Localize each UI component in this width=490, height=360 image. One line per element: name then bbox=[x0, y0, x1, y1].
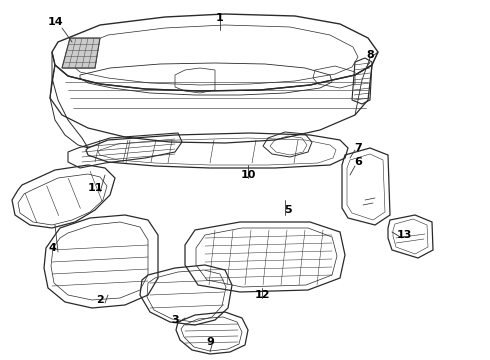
Text: 8: 8 bbox=[366, 50, 374, 60]
Text: 12: 12 bbox=[254, 290, 270, 300]
Text: 10: 10 bbox=[240, 170, 256, 180]
Text: 9: 9 bbox=[206, 337, 214, 347]
Text: 4: 4 bbox=[48, 243, 56, 253]
Text: 14: 14 bbox=[47, 17, 63, 27]
Text: 7: 7 bbox=[354, 143, 362, 153]
Text: 6: 6 bbox=[354, 157, 362, 167]
Text: 2: 2 bbox=[96, 295, 104, 305]
Text: 13: 13 bbox=[396, 230, 412, 240]
Text: 5: 5 bbox=[284, 205, 292, 215]
Text: 11: 11 bbox=[87, 183, 103, 193]
Text: 3: 3 bbox=[171, 315, 179, 325]
Polygon shape bbox=[62, 38, 100, 68]
Text: 1: 1 bbox=[216, 13, 224, 23]
